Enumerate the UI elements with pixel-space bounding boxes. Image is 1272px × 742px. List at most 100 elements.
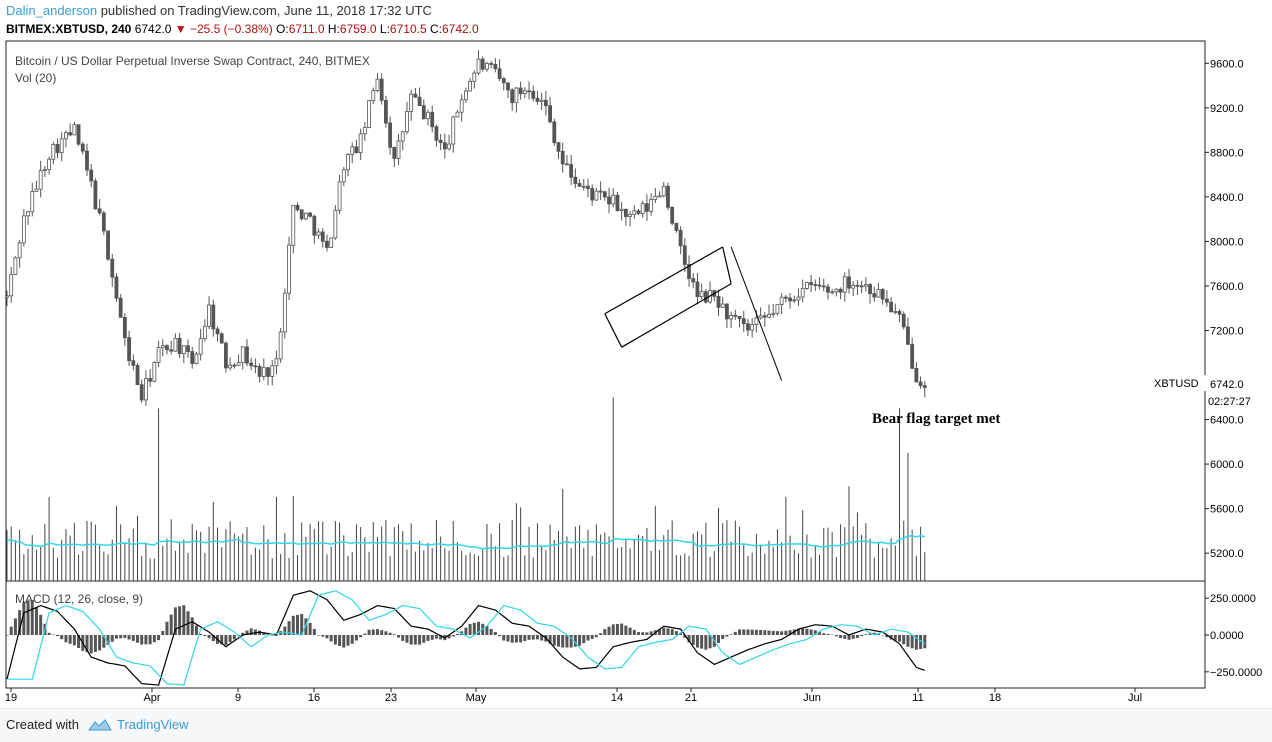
macd-hist-bar [451, 635, 455, 637]
candle-body [510, 89, 515, 104]
macd-hist-bar [152, 635, 156, 643]
macd-hist-bar [502, 635, 506, 641]
candle-body [906, 326, 910, 345]
macd-hist-bar [645, 632, 649, 635]
candle-body [851, 284, 856, 289]
candle-body [291, 205, 296, 246]
macd-hist-bar [405, 635, 409, 643]
candle-body [628, 214, 632, 218]
macd-hist-bar [548, 635, 552, 644]
macd-hist-bar [906, 635, 910, 647]
last-price: 6742.0 [134, 22, 172, 36]
candle-body [611, 194, 616, 205]
macd-hist-bar [561, 635, 565, 648]
candle-body [224, 342, 228, 369]
macd-histogram [5, 600, 927, 654]
candle-body [565, 163, 569, 166]
macd-hist-bar [485, 625, 489, 635]
macd-hist-bar [902, 635, 906, 645]
macd-tick-label: 0.0000 [1210, 630, 1244, 642]
candle-body [266, 367, 270, 377]
candle-body [388, 122, 393, 148]
macd-hist-bar [384, 631, 388, 635]
macd-tick-label: −250.0000 [1210, 667, 1262, 679]
candle-body [809, 282, 814, 285]
candle-body [838, 288, 843, 293]
candle-body [194, 353, 199, 364]
macd-hist-bar [506, 635, 510, 642]
candle-body [181, 345, 186, 354]
candle-body [177, 337, 182, 354]
macd-hist-bar [110, 635, 114, 642]
flag-channel-line [604, 246, 723, 315]
candle-body [135, 364, 140, 386]
macd-hist-bar [477, 621, 481, 635]
price-axis[interactable]: 9600.0 9200.0 8800.0 8400.0 8000.0 7600.0 7200… [1205, 58, 1244, 560]
macd-hist-bar [510, 635, 514, 643]
candle-body [329, 237, 334, 248]
macd-hist-bar [552, 635, 556, 646]
macd-hist-bar [13, 618, 17, 635]
macd-axis[interactable]: 250.0000 0.0000 −250.0000 [1205, 593, 1262, 679]
macd-hist-bar [674, 631, 678, 635]
candle-body [240, 346, 245, 364]
chart-title: Bitcoin / US Dollar Perpetual Inverse Sw… [15, 54, 370, 68]
macd-hist-bar [68, 635, 72, 644]
candle-body [758, 315, 763, 319]
macd-hist-bar [733, 631, 737, 635]
macd-hist-bar [519, 635, 523, 643]
candle-body [501, 78, 506, 84]
macd-hist-bar [333, 635, 337, 645]
macd-hist-bar [830, 634, 834, 636]
author-link[interactable]: Dalin_anderson [6, 3, 98, 18]
macd-hist-bar [658, 628, 662, 635]
candle-body [434, 126, 439, 141]
macd-hist-bar [165, 621, 169, 635]
candle-body [202, 325, 207, 340]
macd-hist-bar [649, 631, 653, 635]
candle-body [767, 313, 771, 318]
macd-hist-bar [203, 635, 207, 637]
macd-hist-bar [30, 600, 34, 635]
candle-body [796, 296, 801, 301]
candle-body [165, 345, 169, 351]
macd-hist-bar [864, 634, 868, 635]
macd-hist-bar [51, 634, 55, 635]
candle-body [720, 303, 725, 308]
macd-hist-bar [295, 614, 299, 635]
candle-body [543, 99, 548, 107]
candle-body [211, 304, 216, 330]
bear-flag-drawing[interactable] [604, 246, 783, 381]
macd-hist-bar [599, 633, 603, 635]
candle-body [779, 296, 784, 305]
candle-body [560, 150, 565, 165]
tradingview-logo-icon [88, 719, 112, 731]
macd-hist-bar [439, 635, 443, 640]
publish-text: published on TradingView.com, June 11, 2… [100, 3, 432, 18]
macd-hist-bar [291, 615, 295, 635]
candle-body [253, 365, 258, 368]
macd-hist-bar [565, 635, 569, 648]
candle-body [687, 264, 691, 279]
macd-hist-bar [144, 635, 148, 645]
candle-body [741, 318, 746, 325]
annotation-text[interactable]: Bear flag target met [872, 411, 1000, 427]
price-tick-label: 9200.0 [1210, 103, 1244, 115]
candle-body [910, 343, 915, 369]
candle-body [451, 116, 456, 145]
tradingview-link[interactable]: TradingView [117, 717, 189, 732]
candle-body [409, 93, 414, 112]
macd-hist-bar [923, 635, 927, 649]
macd-hist-bar [375, 629, 379, 635]
candle-body [586, 185, 590, 189]
time-axis[interactable]: 19 Apr 9 16 23 May 14 21 Jun 11 18 Jul [5, 688, 1142, 704]
macd-hist-bar [704, 635, 708, 650]
macd-hist-bar [93, 635, 97, 652]
macd-hist-bar [123, 635, 127, 638]
price-chart[interactable]: 9600.0 9200.0 8800.0 8400.0 8000.0 7600.0 7200… [0, 0, 1272, 708]
candle-body [581, 185, 586, 188]
macd-hist-bar [262, 632, 266, 635]
macd-hist-bar [89, 635, 93, 654]
candle-body [392, 146, 397, 159]
macd-hist-bar [738, 629, 742, 635]
